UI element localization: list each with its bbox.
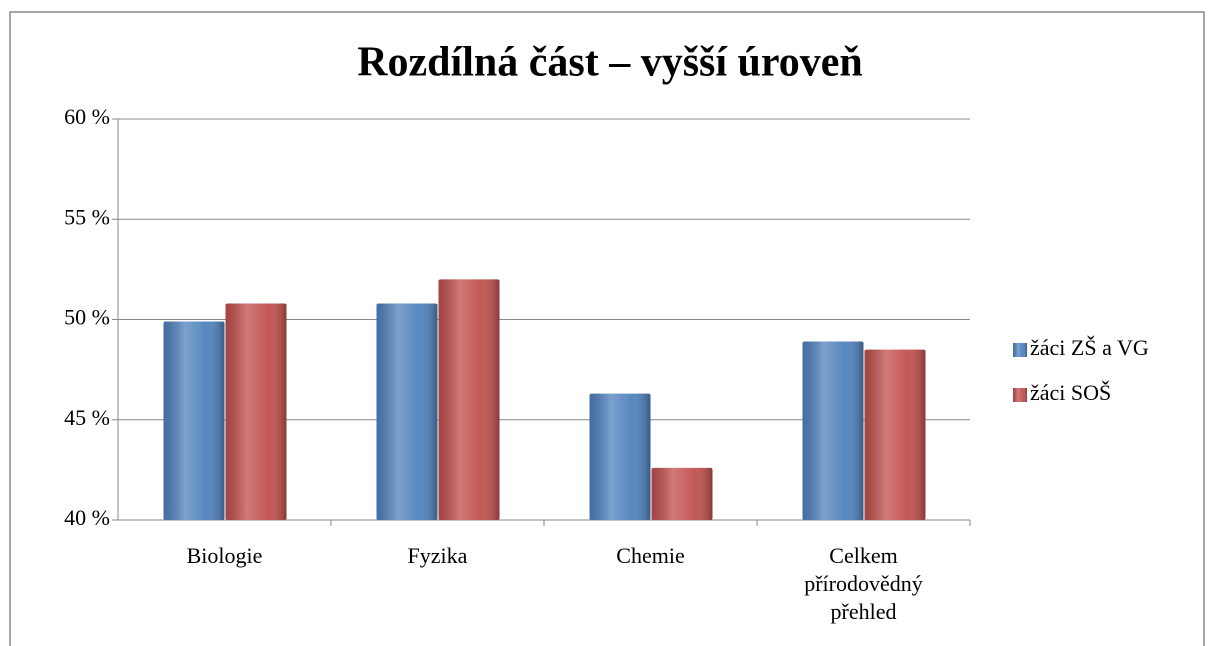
x-tick-label: Celkem přírodovědný přehled — [804, 543, 923, 624]
legend-swatch-shade — [1013, 388, 1027, 402]
bar — [802, 341, 864, 520]
y-tick-label: 45 % — [64, 405, 110, 430]
chart-title: Rozdílná část – vyšší úroveň — [357, 40, 863, 86]
x-tick-label: Biologie — [186, 543, 263, 568]
y-tick-label: 40 % — [64, 505, 110, 530]
bar — [589, 393, 651, 520]
y-tick-label: 60 % — [64, 104, 110, 129]
bar — [651, 467, 713, 520]
bar — [225, 303, 287, 520]
x-tick-label: Fyzika — [407, 543, 468, 568]
legend-swatch-shade — [1013, 343, 1027, 357]
legend-label: žáci ZŠ a VG — [1030, 335, 1149, 360]
y-tick-label: 50 % — [64, 305, 110, 330]
legend-label: žáci SOŠ — [1030, 380, 1111, 405]
y-tick-label: 55 % — [64, 204, 110, 229]
x-tick-label: Chemie — [616, 543, 685, 568]
bar — [864, 349, 926, 520]
bar — [438, 279, 500, 520]
chart-frame — [9, 11, 1205, 646]
bar — [163, 321, 225, 520]
bar — [376, 303, 438, 520]
